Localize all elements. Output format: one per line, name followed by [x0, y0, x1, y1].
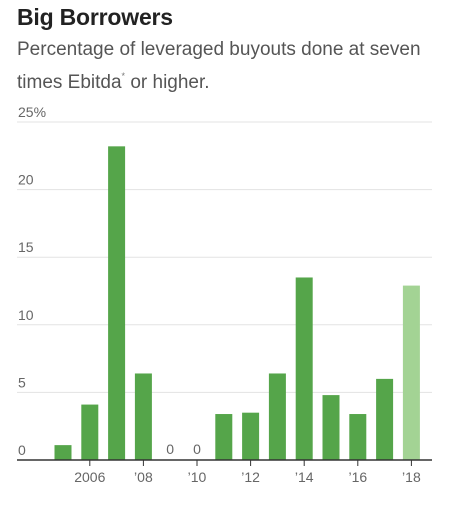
bar-2016	[349, 414, 367, 460]
tick-labels: 0 5 10 15 20 25% 0 0 2006 ’08 ’10 ’12 ’14 ’16 ’18	[18, 104, 421, 485]
bars	[54, 146, 420, 460]
zero-data-label: 0	[193, 441, 201, 457]
x-tick-label: ’18	[402, 469, 421, 485]
y-tick-label: 5	[18, 374, 26, 390]
y-tick-label: 15	[18, 239, 34, 255]
x-tick-label: ’16	[348, 469, 367, 485]
footnote-mark: *	[121, 71, 126, 81]
x-tick-label: ’12	[241, 469, 260, 485]
x-tick-label: ’14	[295, 469, 314, 485]
bar-2015	[322, 395, 340, 460]
bar-2007	[108, 146, 126, 460]
zero-data-label: 0	[166, 441, 174, 457]
bar-2005	[54, 445, 72, 460]
chart-title: Big Borrowers	[17, 4, 173, 30]
bar-2013	[268, 373, 286, 460]
chart-subtitle: Percentage of leveraged buyouts done at …	[17, 36, 437, 96]
bar-2017	[376, 378, 394, 460]
x-tick-label: 2006	[74, 469, 105, 485]
x-tick-label: ’08	[134, 469, 153, 485]
y-tick-label: 20	[18, 172, 34, 188]
bar-2006	[81, 404, 99, 460]
bar-2011	[215, 414, 233, 460]
y-tick-label: 25%	[18, 104, 46, 120]
bar-2008	[134, 373, 152, 460]
y-tick-label: 10	[18, 307, 34, 323]
bar-2014	[295, 277, 313, 460]
y-tick-label: 0	[18, 442, 26, 458]
bar-2012	[242, 412, 260, 460]
gridlines	[17, 121, 432, 393]
subtitle-text: Percentage of leveraged buyouts done at …	[17, 39, 421, 93]
bar-2018	[402, 285, 420, 460]
x-tick-label: ’10	[188, 469, 207, 485]
subtitle-tail: or higher.	[125, 72, 210, 93]
